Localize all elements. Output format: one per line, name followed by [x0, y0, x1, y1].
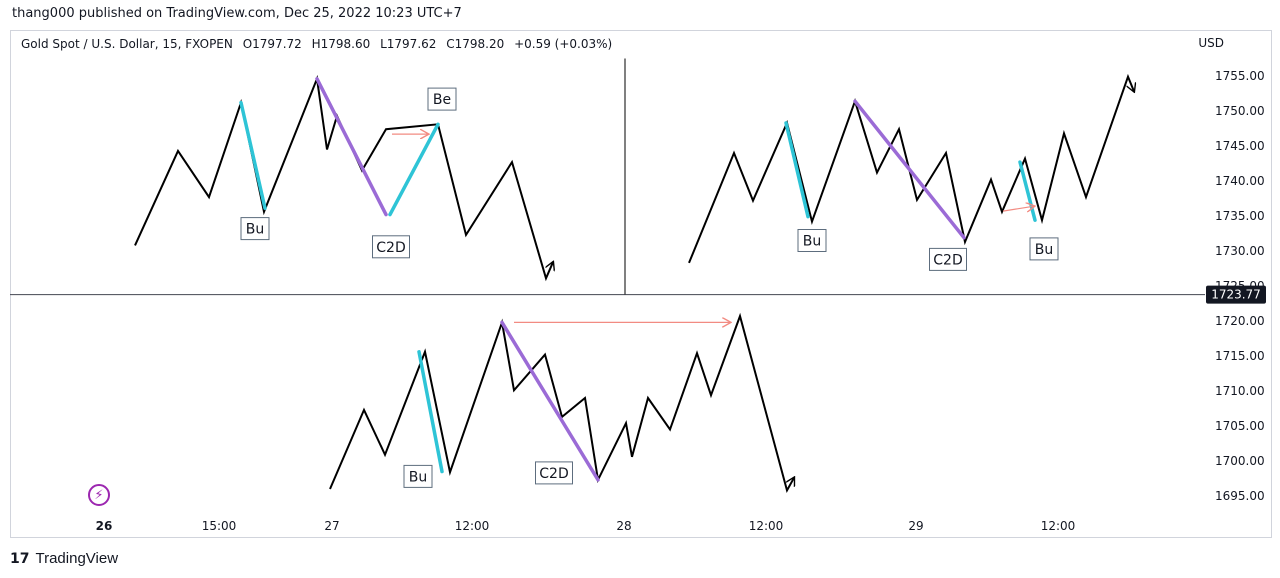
x-tick-label: 29: [908, 519, 923, 533]
y-tick-label: 1700.00: [1215, 454, 1265, 468]
annotation-box: [1029, 237, 1059, 261]
x-tick-label: 28: [616, 519, 631, 533]
lightning-icon[interactable]: ⚡: [88, 484, 110, 506]
current-price-badge: [1206, 285, 1266, 304]
annotation-label: Bu: [246, 222, 264, 238]
c2d-leg: [500, 320, 600, 482]
annotation-box: [535, 461, 573, 485]
symbol-name[interactable]: Gold Spot / U.S. Dollar, 15, FXOPEN: [21, 37, 233, 51]
y-tick-label: 1750.00: [1215, 104, 1265, 118]
price-path: [134, 74, 553, 282]
x-tick-label: 15:00: [202, 519, 237, 533]
y-tick-label: 1720.00: [1215, 314, 1265, 328]
bull-leg: [239, 100, 267, 211]
annotation-label: Bu: [803, 234, 821, 250]
annotation-box: [929, 247, 967, 271]
y-tick-label: 1695.00: [1215, 489, 1265, 503]
symbol-legend: Gold Spot / U.S. Dollar, 15, FXOPEN O179…: [21, 37, 618, 51]
ohlc-low: L1797.62: [380, 37, 437, 51]
y-tick-label: 1730.00: [1215, 244, 1265, 258]
annotation-label: Bu: [409, 469, 427, 485]
current-price-label: 1723.77: [1211, 288, 1261, 302]
annotation-label: Be: [433, 92, 451, 108]
x-tick-label: 26: [96, 519, 113, 533]
bull-leg: [388, 122, 440, 217]
price-change: +0.59 (+0.03%): [514, 37, 613, 51]
annotation-label: C2D: [539, 466, 568, 482]
ohlc-high: H1798.60: [311, 37, 371, 51]
annotation-box: [427, 87, 457, 111]
currency-label[interactable]: USD: [1198, 36, 1224, 50]
x-tick-label: 12:00: [455, 519, 490, 533]
annotation-box: [372, 235, 410, 259]
y-tick-label: 1755.00: [1215, 69, 1265, 83]
publish-info: thang000 published on TradingView.com, D…: [12, 6, 462, 21]
y-tick-label: 1715.00: [1215, 349, 1265, 363]
tradingview-brand[interactable]: 17 TradingView: [10, 550, 118, 567]
y-tick-label: 1705.00: [1215, 419, 1265, 433]
brand-name: TradingView: [35, 550, 119, 567]
annotation-box: [797, 229, 827, 252]
y-tick-label: 1745.00: [1215, 139, 1265, 153]
chart-frame: [10, 30, 1272, 538]
annotation-label: C2D: [376, 240, 405, 256]
annotation-label: Bu: [1035, 242, 1053, 258]
annotation-box: [403, 464, 433, 488]
c2d-leg: [315, 77, 388, 217]
target-arrow: [1002, 206, 1034, 211]
ohlc-close: C1798.20: [446, 37, 505, 51]
y-tick-label: 1710.00: [1215, 384, 1265, 398]
bull-leg: [417, 350, 444, 474]
tradingview-logo-icon: 17: [10, 550, 30, 567]
annotation-box: [240, 217, 270, 241]
price-path: [329, 312, 794, 494]
x-tick-label: 27: [324, 519, 339, 533]
bull-leg: [784, 121, 810, 219]
annotation-label: C2D: [933, 252, 962, 268]
ohlc-open: O1797.72: [242, 37, 302, 51]
x-tick-label: 12:00: [749, 519, 784, 533]
x-tick-label: 12:00: [1041, 519, 1076, 533]
y-tick-label: 1740.00: [1215, 174, 1265, 188]
c2d-leg: [853, 99, 966, 240]
y-tick-label: 1735.00: [1215, 209, 1265, 223]
